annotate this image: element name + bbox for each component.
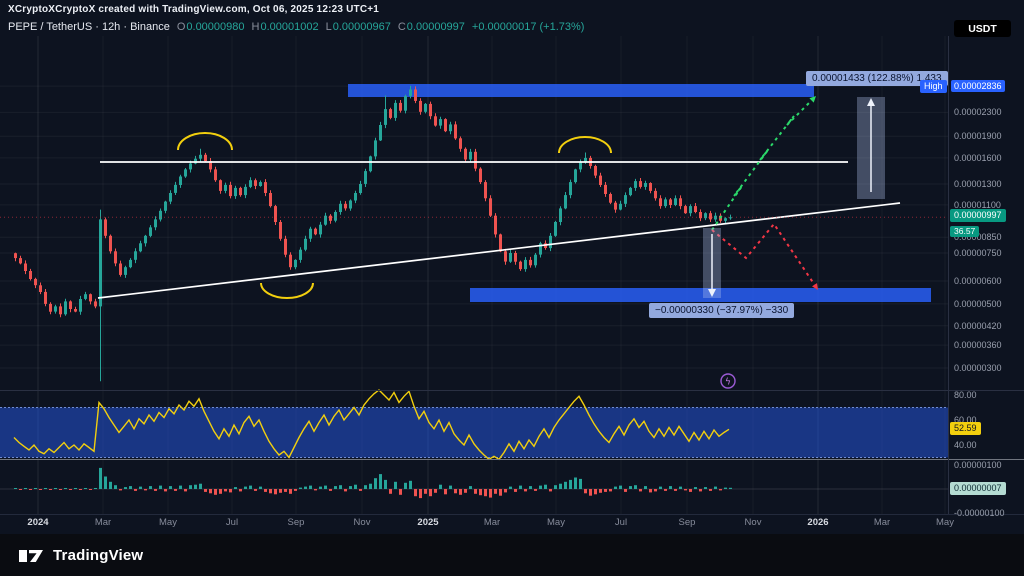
measure-up-box-arrowhead — [867, 98, 875, 106]
top-resistance-zone[interactable] — [348, 84, 814, 97]
ascending-trendline[interactable] — [97, 202, 901, 299]
price-axis-label: 0.00000420 — [954, 321, 1002, 331]
panel-separator[interactable] — [0, 459, 1024, 460]
ohlc-low-label: L — [325, 21, 332, 33]
tradingview-mark-icon — [19, 549, 43, 562]
flash-icon-glyph: ϟ — [725, 378, 731, 388]
bearish-projection-path[interactable] — [711, 222, 819, 291]
measure-down-label[interactable]: −0.00000330 (−37.97%) −330 — [649, 303, 795, 318]
time-axis-separator — [0, 514, 1024, 515]
time-axis-label: May — [159, 517, 177, 528]
symbol-info-bar: PEPE / TetherUS · 12h · Binance O 0.00000… — [8, 21, 584, 33]
symbol-title[interactable]: PEPE / TetherUS · 12h · Binance — [8, 21, 170, 33]
price-axis-label: 0.00001900 — [954, 131, 1002, 141]
rsi-line[interactable] — [13, 389, 730, 461]
currency-toggle-button[interactable]: USDT — [954, 20, 1011, 37]
price-axis[interactable]: 0.00002836 0.00002300 0.00001900 0.00001600… — [949, 0, 1024, 576]
measure-down-box-arrowhead — [708, 289, 716, 297]
hist-value-badge: 0.00000007 — [950, 482, 1006, 495]
time-axis-label: May — [936, 517, 954, 528]
candles-layer[interactable] — [14, 85, 732, 382]
ohlc-high-label: H — [251, 21, 260, 33]
bearish-projection-path-arrowhead — [812, 283, 818, 290]
price-axis-border — [948, 36, 949, 514]
time-axis-label: Nov — [353, 517, 371, 528]
ohlc-open-value: 0.00000980 — [186, 21, 245, 33]
rsi-band — [0, 407, 948, 458]
measure-up-label[interactable]: 0.00001433 (122.88%) 1,433 — [806, 71, 948, 86]
yellow-arc-annotation[interactable] — [260, 282, 314, 299]
time-axis-label: Sep — [287, 517, 305, 528]
ohlc-open-label: O — [176, 21, 186, 33]
current-price-badge: 0.00000997 — [950, 209, 1006, 222]
hist-axis-label: 0.00000100 — [954, 460, 1002, 470]
bullish-projection-path[interactable] — [711, 95, 817, 231]
bottom-support-zone[interactable] — [470, 288, 931, 302]
tradingview-logo[interactable]: TradingView — [18, 547, 143, 564]
price-axis-label: 0.00002300 — [954, 107, 1002, 117]
ohlc-close-label: C — [397, 21, 406, 33]
price-axis-label: 0.00000300 — [954, 363, 1002, 373]
time-axis-label: 2024 — [27, 517, 49, 528]
ohlc-change: +0.00000017 (+1.73%) — [471, 21, 585, 33]
price-axis-label: 0.00001600 — [954, 153, 1002, 163]
price-axis-label: 0.00000360 — [954, 340, 1002, 350]
rsi-axis-label: 80.00 — [954, 390, 977, 400]
chart-canvas[interactable]: ϟ — [0, 0, 1024, 534]
ohlc-high-value: 0.00001002 — [260, 21, 319, 33]
time-axis-label: Jul — [614, 517, 628, 528]
time-axis-label: Nov — [744, 517, 762, 528]
price-axis-label: 0.00000850 — [954, 232, 1002, 242]
time-axis-label: Mar — [873, 517, 891, 528]
yellow-arc-annotation[interactable] — [177, 132, 233, 151]
price-axis-label: 0.00001300 — [954, 179, 1002, 189]
price-axis-label: 0.00001100 — [954, 200, 1001, 210]
flash-icon[interactable] — [720, 373, 736, 389]
rsi-value-badge: 52.59 — [950, 422, 981, 435]
price-axis-label: 0.00002836 — [951, 80, 1005, 92]
hist-axis-label: -0.00000100 — [954, 508, 1005, 518]
ohlc-close-value: 0.00000997 — [406, 21, 465, 33]
time-axis-label: Mar — [94, 517, 112, 528]
time-axis-label: May — [547, 517, 565, 528]
tradingview-logo-text: TradingView — [53, 546, 144, 564]
time-axis-label: 2026 — [807, 517, 829, 528]
ohlc-low-value: 0.00000967 — [332, 21, 391, 33]
time-axis-label: Sep — [678, 517, 696, 528]
price-axis-label: 0.00000750 — [954, 248, 1002, 258]
rsi-axis-label: 60.00 — [954, 415, 977, 425]
high-price-tag: High — [920, 80, 947, 93]
price-axis-label: 0.00000500 — [954, 299, 1002, 309]
bottom-toolbar: TradingView — [0, 534, 1024, 576]
bullish-projection-path-arrowhead — [809, 96, 816, 103]
time-axis-label: 2025 — [417, 517, 439, 528]
price-axis-label: 0.00000600 — [954, 276, 1002, 286]
panel-separator[interactable] — [0, 390, 1024, 391]
yellow-arc-annotation[interactable] — [558, 136, 612, 154]
histogram-layer[interactable] — [0, 467, 948, 499]
bar-countdown-badge: 36.57 — [950, 226, 980, 237]
time-axis[interactable]: 2024 Mar May Jul Sep Nov 2025 Mar May Jul Sep Nov 20… — [0, 517, 954, 533]
rsi-axis-label: 40.00 — [954, 440, 977, 450]
attribution-text: XCryptoXCryptoX created with TradingView… — [8, 4, 380, 15]
time-axis-label: Jul — [225, 517, 239, 528]
time-axis-label: Mar — [483, 517, 501, 528]
